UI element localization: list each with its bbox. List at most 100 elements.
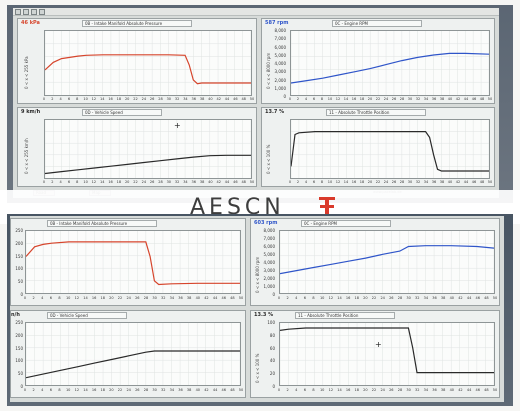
map-plot-2 [25, 230, 241, 294]
x-tick-label: 20 [124, 97, 130, 101]
speed-title: 0D - Vehicle Speed [82, 109, 162, 116]
map-title: 0B - Intake Manifold Absolute Pressure [82, 20, 192, 27]
throttle-xticks-2: 0 2 4 6 8 10 12 14 16 18 20 22 24 26 28 30 32 34 36 38 40 42 4… [278, 388, 497, 394]
x-tick-label: 18 [100, 296, 105, 300]
y-tick-label: 4,000 [263, 260, 275, 265]
x-tick-label: 42 [455, 97, 461, 101]
speed-xticks: 0 2 4 6 8 10 12 14 16 18 20 22 24 26 28 30 32 34 36 38 40 42 4… [43, 180, 254, 186]
map-series-line [26, 241, 240, 286]
x-tick-label: 30 [152, 388, 157, 392]
x-tick-label: 12 [74, 388, 80, 392]
y-tick-label: 7,000 [274, 36, 286, 42]
x-tick-label: 48 [230, 296, 235, 300]
x-tick-label: 26 [391, 97, 397, 101]
x-tick-label: 28 [397, 388, 403, 392]
panel-map: 46 kPa 0B - Intake Manifold Absolute Pre… [17, 18, 257, 104]
x-tick-label: 46 [471, 180, 477, 184]
crosshair-cursor-icon: + [174, 121, 181, 130]
photo-bottom: 0B - Intake Manifold Absolute Pressure 2… [7, 214, 513, 406]
x-tick-label: 16 [108, 180, 113, 184]
folder-icon[interactable] [15, 9, 21, 15]
y-tick-label: 7,000 [263, 236, 275, 241]
x-tick-label: 32 [161, 296, 166, 300]
x-tick-label: 50 [492, 296, 498, 300]
x-tick-label: 44 [466, 388, 472, 392]
x-tick-label: 40 [449, 296, 455, 300]
x-tick-label: 16 [91, 388, 97, 392]
x-tick-label: 36 [432, 296, 437, 300]
x-tick-label: 20 [124, 180, 130, 184]
x-tick-label: 12 [328, 388, 334, 392]
x-tick-label: 8 [58, 296, 61, 300]
x-tick-label: 0 [42, 97, 46, 101]
x-tick-label: 42 [458, 388, 463, 392]
x-tick-label: 48 [241, 97, 246, 101]
speed-plot [44, 119, 252, 179]
x-tick-label: 2 [286, 296, 289, 300]
x-tick-label: 40 [208, 180, 213, 184]
x-tick-label: 16 [351, 180, 357, 184]
x-tick-label: 26 [135, 388, 140, 392]
x-tick-label: 18 [100, 388, 105, 392]
print-icon[interactable] [31, 9, 37, 15]
throttle-series-line [280, 327, 494, 374]
x-tick-label: 42 [204, 296, 209, 300]
y-tick-label: 3,000 [263, 268, 275, 273]
x-tick-label: 2 [296, 180, 300, 184]
x-tick-label: 6 [67, 97, 71, 101]
x-tick-label: 42 [455, 180, 461, 184]
x-tick-label: 36 [178, 388, 183, 392]
map-ylabel: 0 < x < 255 kPa [24, 56, 29, 89]
x-tick-label: 0 [277, 296, 281, 300]
x-tick-label: 44 [463, 97, 469, 101]
throttle-ylabel-2: 0 < x < 100 % [255, 353, 260, 383]
rpm-readout: 587 rpm [265, 20, 289, 26]
y-tick-label: 50 [17, 371, 23, 377]
throttle-yticks-2: 100 80 60 40 20 0 [261, 320, 275, 389]
x-tick-label: 6 [49, 296, 53, 300]
y-tick-label: 0 [20, 384, 23, 389]
x-tick-label: 4 [41, 388, 44, 392]
speed-series-line [26, 350, 240, 379]
rpm-chart-2 [280, 231, 494, 293]
x-tick-label: 22 [371, 388, 377, 392]
map-xticks-2: 0 2 4 6 8 10 12 14 16 18 20 22 24 26 28 30 32 34 36 38 40 42 4… [24, 296, 243, 302]
x-tick-label: 46 [475, 296, 480, 300]
x-tick-label: 20 [363, 296, 368, 300]
settings-icon[interactable] [39, 9, 45, 15]
x-tick-label: 34 [423, 388, 429, 392]
panel-map-2: 0B - Intake Manifold Absolute Pressure 2… [10, 218, 246, 306]
x-tick-label: 44 [224, 97, 230, 101]
x-tick-label: 10 [65, 296, 71, 300]
x-tick-label: 42 [216, 97, 221, 101]
x-tick-label: 44 [466, 296, 472, 300]
x-tick-label: 32 [415, 97, 421, 101]
x-tick-label: 6 [312, 180, 316, 184]
x-tick-label: 36 [432, 388, 437, 392]
y-tick-label: 5,000 [274, 52, 286, 58]
x-tick-label: 36 [191, 180, 196, 184]
throttle-series-line [291, 131, 489, 172]
panel-throttle: 13.7 % 11 - Absolute Throttle Position 0… [261, 107, 495, 187]
y-tick-label: 200 [15, 240, 23, 246]
y-tick-label: 8,000 [263, 228, 275, 233]
x-tick-label: 10 [83, 97, 88, 101]
x-tick-label: 14 [337, 388, 342, 392]
x-tick-label: 4 [41, 296, 44, 300]
y-tick-label: 250 [15, 320, 23, 325]
x-tick-label: 10 [83, 180, 88, 184]
speed-readout: 9 km/h [21, 109, 41, 115]
throttle-xticks: 0 2 4 6 8 10 12 14 16 18 20 22 24 26 28 30 32 34 36 38 40 42 4… [289, 180, 492, 186]
x-tick-label: 14 [83, 296, 88, 300]
x-tick-label: 4 [295, 388, 298, 392]
x-tick-label: 0 [42, 180, 46, 184]
x-tick-label: 36 [178, 296, 183, 300]
x-tick-label: 30 [152, 296, 157, 300]
save-icon[interactable] [23, 9, 29, 15]
rpm-ylabel-2: 0 < x < 8000 rpm [255, 256, 260, 293]
speed-title-2: 0D - Vehicle Speed [47, 312, 127, 319]
rpm-ylabel: 0 < x < 8000 rpm [266, 52, 271, 89]
x-tick-label: 40 [208, 97, 213, 101]
y-tick-label: 200 [15, 332, 23, 338]
x-tick-label: 18 [359, 180, 365, 184]
